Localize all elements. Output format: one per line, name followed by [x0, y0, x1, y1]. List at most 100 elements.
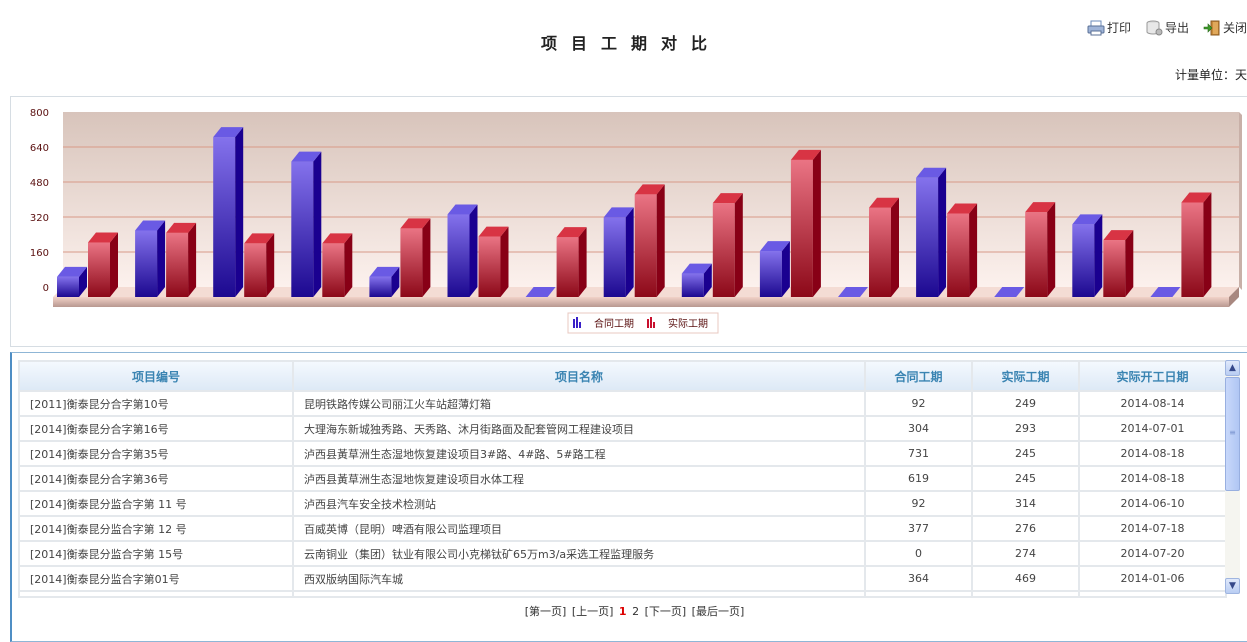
start-date-cell: 2014-07-18: [1078, 515, 1227, 542]
bar-top: [634, 184, 665, 195]
bar-contract-12: [916, 167, 947, 297]
exit-door-icon: [1203, 20, 1220, 35]
bar-chart: 0 160 320 480 640 800 合同工期 实际工期: [30, 108, 1242, 334]
bar-top: [759, 241, 790, 252]
close-button[interactable]: 关闭: [1203, 19, 1247, 36]
bar-side: [703, 263, 712, 297]
bar-contract-15: [1150, 287, 1181, 297]
bar-top: [1150, 287, 1181, 297]
chart-container: 0 160 320 480 640 800 合同工期 实际工期: [10, 96, 1247, 347]
bar-front: [244, 243, 267, 297]
table-row[interactable]: [2014]衡泰昆分合字第36号 泸西县黃草洲生态湿地恢复建设项目水体工程 619 2…: [18, 465, 1227, 492]
scroll-down-button[interactable]: ▼: [1225, 578, 1240, 594]
project-code-cell: [2014]衡泰昆分合字第35号: [18, 440, 294, 467]
bar-side: [891, 197, 899, 297]
column-header: 合同工期: [864, 360, 973, 392]
column-header: 项目编号: [18, 360, 294, 392]
table-row[interactable]: [2014]衡泰昆分监合字第01号 西双版纳国际汽车城 364 469 2014-01-…: [18, 565, 1227, 592]
chart-floor-side: [1229, 287, 1239, 307]
project-table: 项目编号 项目名称 合同工期 实际工期 实际开工日期 [2011]衡泰昆分合字第10号昆…: [18, 360, 1227, 598]
bar-side: [1203, 192, 1212, 297]
toolbar: 打印 导出 关闭: [1087, 19, 1247, 36]
project-name-cell: 昆明铁路传媒公司丽江火车站超薄灯箱: [292, 390, 866, 417]
y-tick-label: 0: [43, 283, 49, 294]
project-code-cell: [2014]衡泰昆分监合字第 11 号: [18, 490, 294, 517]
bar-front: [166, 232, 189, 297]
chart-wall-edge: [1239, 112, 1242, 290]
bar-actual-4: [322, 233, 353, 297]
bar-front: [213, 137, 236, 297]
project-code-cell: [2011]衡泰昆分合字第10号: [18, 390, 294, 417]
data-grid-panel: 项目编号 项目名称 合同工期 实际工期 实际开工日期 [2011]衡泰昆分合字第10号昆…: [10, 352, 1247, 642]
bar-actual-1: [88, 232, 118, 297]
legend-box: [567, 312, 719, 334]
export-button[interactable]: 导出: [1145, 19, 1189, 36]
bar-contract-13: [994, 287, 1025, 297]
prev-page-link[interactable]: [上一页]: [571, 605, 614, 618]
bar-actual-10: [790, 149, 821, 297]
table-row[interactable]: [2014]衡泰昆分合字第16号 大理海东新城独秀路、天秀路、沐月街路面及配套管网…: [18, 415, 1227, 442]
bar-side: [469, 204, 478, 297]
actual-duration-cell: 314: [971, 490, 1080, 517]
y-tick-label: 640: [30, 143, 49, 154]
bar-front: [369, 276, 392, 297]
bar-side: [812, 149, 821, 297]
bar-top: [869, 197, 899, 208]
contract-duration-cell: 731: [864, 440, 973, 467]
last-page-link[interactable]: [最后一页]: [691, 605, 745, 618]
page-link-2[interactable]: 2: [632, 605, 640, 618]
bar-actual-8: [634, 184, 665, 297]
next-page-link[interactable]: [下一页]: [644, 605, 687, 618]
bar-side: [969, 203, 978, 297]
bar-side: [313, 151, 322, 297]
bar-top: [603, 207, 634, 218]
bar-top: [994, 287, 1025, 297]
table-row[interactable]: [2014]衡泰昆分监合字第 15号 云南铜业（集团）钛业有限公司小克梯钛矿65万…: [18, 540, 1227, 567]
bar-top: [213, 127, 244, 138]
bar-contract-5: [369, 266, 400, 297]
legend-actual-icon: [647, 317, 655, 328]
page-link-1[interactable]: 1: [618, 605, 627, 618]
bar-top: [322, 233, 353, 244]
scroll-up-button[interactable]: ▲: [1225, 360, 1240, 376]
bar-side: [266, 233, 275, 297]
empty-cell: [864, 590, 973, 598]
bar-front: [447, 214, 470, 297]
project-code-cell: [2014]衡泰昆分监合字第 15号: [18, 540, 294, 567]
actual-duration-cell: 276: [971, 515, 1080, 542]
scroll-thumb[interactable]: ≡: [1225, 377, 1240, 491]
bar-front: [400, 228, 423, 297]
table-row[interactable]: [2014]衡泰昆分监合字第 12 号百威英博（昆明）啤酒有限公司监理项目 377…: [18, 515, 1227, 542]
bar-front: [712, 203, 735, 297]
table-scrollbar[interactable]: ▲ ≡ ▼: [1225, 360, 1240, 594]
bar-front: [681, 273, 704, 297]
bar-top: [681, 263, 712, 274]
empty-cell: [18, 590, 294, 598]
bar-top: [790, 149, 821, 160]
project-name-cell: 西双版纳国际汽车城: [292, 565, 866, 592]
bar-side: [422, 218, 431, 297]
bar-front: [135, 230, 158, 297]
bar-contract-6: [447, 204, 478, 297]
table-row[interactable]: [2014]衡泰昆分监合字第 11 号泸西县汽车安全技术检测站 92 314 2014…: [18, 490, 1227, 517]
table-row[interactable]: [2011]衡泰昆分合字第10号 昆明铁路传媒公司丽江火车站超薄灯箱 92 249 20…: [18, 390, 1227, 417]
bar-side: [656, 184, 665, 297]
bar-contract-3: [213, 127, 244, 297]
bar-top: [135, 220, 166, 231]
project-name-cell: 大理海东新城独秀路、天秀路、沐月街路面及配套管网工程建设项目: [292, 415, 866, 442]
table-row[interactable]: [2014]衡泰昆分合字第35号 泸西县黃草洲生态湿地恢复建设项目3#路、4#路、…: [18, 440, 1227, 467]
bar-front: [869, 207, 891, 297]
bar-contract-4: [291, 151, 322, 297]
bar-actual-5: [400, 218, 431, 297]
bar-contract-10: [759, 241, 790, 297]
bar-front: [790, 159, 813, 297]
bar-top: [244, 233, 275, 244]
bar-side: [734, 193, 743, 297]
print-button[interactable]: 打印: [1087, 19, 1131, 36]
legend-contract-icon: [573, 317, 581, 328]
bar-front: [291, 161, 314, 297]
bar-side: [938, 167, 947, 297]
y-tick-label: 800: [30, 108, 49, 119]
bar-side: [235, 127, 244, 297]
first-page-link[interactable]: [第一页]: [524, 605, 567, 618]
